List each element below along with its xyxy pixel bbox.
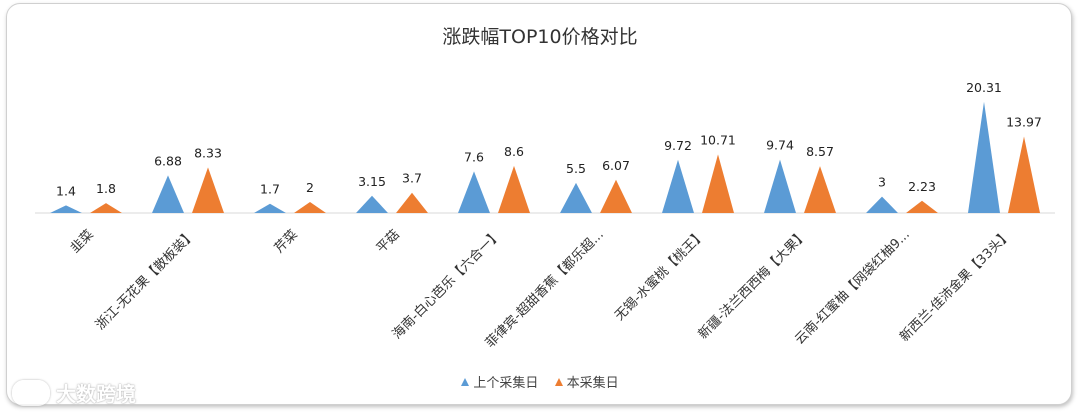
legend-label-series-2: 本采集日 xyxy=(566,376,619,391)
legend: 上个采集日 本采集日 xyxy=(0,372,1080,391)
x-tick-label-2: 浙江-无花果【散板装】 xyxy=(92,227,199,334)
legend-item-series-1[interactable]: 上个采集日 xyxy=(461,372,538,391)
legend-marker-series-1 xyxy=(461,377,470,386)
series-1-data-label-7: 9.72 xyxy=(664,138,692,153)
series-2-data-label-8: 8.57 xyxy=(806,144,834,159)
series-2-mark-3 xyxy=(294,202,326,213)
series-1-mark-5 xyxy=(458,171,490,213)
series-1-mark-8 xyxy=(764,159,796,213)
series-2-data-label-4: 3.7 xyxy=(402,171,422,186)
series-2-mark-4 xyxy=(396,192,428,213)
x-tick-label-1: 韭菜 xyxy=(68,227,97,256)
series-2-mark-5 xyxy=(498,165,530,213)
x-tick-label-8: 新疆-法兰西西梅【大果】 xyxy=(695,227,811,343)
x-tick-label-4: 平菇 xyxy=(374,227,403,256)
series-2-mark-7 xyxy=(702,154,734,213)
series-1-mark-9 xyxy=(866,196,898,213)
series-2-data-label-7: 10.71 xyxy=(700,132,736,147)
x-tick-label-3: 芹菜 xyxy=(272,227,301,256)
series-1-data-label-4: 3.15 xyxy=(358,174,386,189)
series-1-data-label-6: 5.5 xyxy=(566,161,586,176)
series-1-data-label-5: 7.6 xyxy=(464,149,484,164)
series-1-mark-1 xyxy=(50,205,82,213)
legend-item-series-2[interactable]: 本采集日 xyxy=(554,372,619,391)
watermark: 大数跨境 xyxy=(12,378,136,407)
series-2-mark-2 xyxy=(192,167,224,213)
series-1-mark-2 xyxy=(152,175,184,213)
series-1-mark-10 xyxy=(968,101,1000,213)
x-tick-label-6: 菲律宾-超甜香蕉【都乐超... xyxy=(482,227,607,352)
legend-marker-series-2 xyxy=(554,377,563,386)
series-1-data-label-1: 1.4 xyxy=(56,183,76,198)
series-1-data-label-10: 20.31 xyxy=(966,80,1002,95)
chart-card xyxy=(6,3,1072,405)
x-tick-label-10: 新西兰-佳沛金果【33头】 xyxy=(897,227,1015,345)
series-2-data-label-5: 8.6 xyxy=(504,144,524,159)
series-1-mark-4 xyxy=(356,195,388,213)
series-2-mark-6 xyxy=(600,179,632,213)
series-1-data-label-2: 6.88 xyxy=(154,153,182,168)
chart-title: 涨跌幅TOP10价格对比 xyxy=(442,26,638,48)
legend-label-series-1: 上个采集日 xyxy=(473,376,539,391)
series-2-data-label-10: 13.97 xyxy=(1006,114,1042,129)
watermark-text: 大数跨境 xyxy=(56,382,136,406)
series-2-data-label-3: 2 xyxy=(306,180,314,195)
series-2-data-label-9: 2.23 xyxy=(908,179,936,194)
series-2-mark-1 xyxy=(90,203,122,213)
series-1-mark-6 xyxy=(560,182,592,213)
series-2-data-label-1: 1.8 xyxy=(96,181,116,196)
series-2-data-label-6: 6.07 xyxy=(602,158,630,173)
x-tick-label-7: 无锡-水蜜桃【桃王】 xyxy=(612,227,709,324)
series-1-mark-3 xyxy=(254,203,286,213)
series-1-data-label-9: 3 xyxy=(878,175,886,190)
series-1-mark-7 xyxy=(662,159,694,213)
x-tick-label-9: 云南-红蜜柚【网袋红柚9... xyxy=(792,227,913,348)
watermark-logo-icon xyxy=(12,379,50,406)
series-1-data-label-8: 9.74 xyxy=(766,138,794,153)
series-2-mark-10 xyxy=(1008,136,1040,213)
x-tick-label-5: 海南-白心芭乐【六合一】 xyxy=(389,227,505,343)
series-1-data-label-3: 1.7 xyxy=(260,182,280,197)
series-2-data-label-2: 8.33 xyxy=(194,145,222,160)
series-2-mark-8 xyxy=(804,166,836,213)
series-2-mark-9 xyxy=(906,200,938,213)
